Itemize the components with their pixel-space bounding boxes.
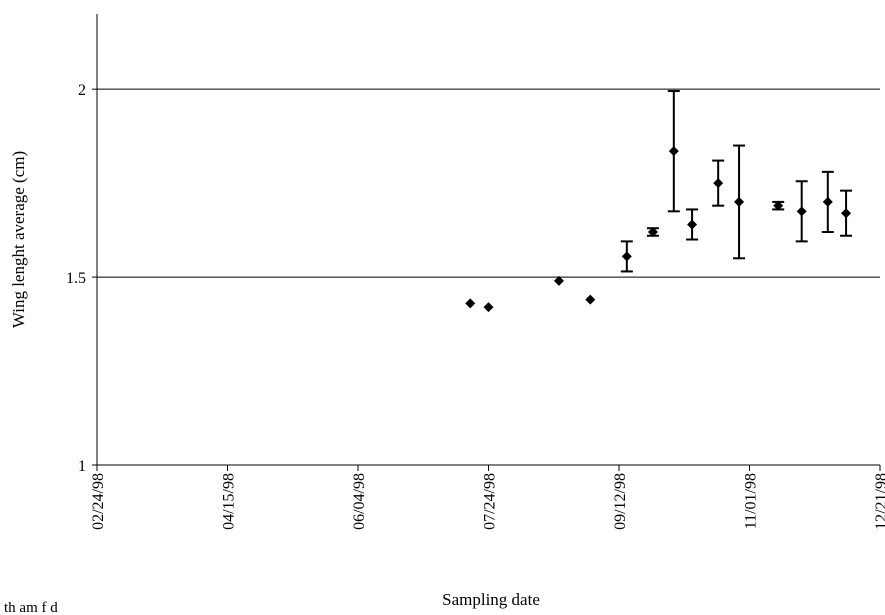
data-point	[465, 298, 476, 309]
data-point	[647, 226, 658, 237]
data-point	[822, 196, 833, 207]
y-axis-ticks: 11.52	[66, 82, 97, 475]
data-point	[553, 275, 564, 286]
data-point	[668, 146, 679, 157]
x-tick-label: 06/04/98	[351, 473, 368, 530]
footer-text-fragment: th am f d	[4, 600, 58, 615]
y-tick-label: 1.5	[66, 270, 86, 287]
y-axis-title: Wing lenght average (cm)	[9, 151, 28, 328]
data-point	[773, 200, 784, 211]
x-tick-label: 07/24/98	[482, 473, 499, 530]
y-tick-label: 1	[78, 458, 86, 475]
data-point	[585, 294, 596, 305]
data-point	[483, 302, 494, 313]
x-tick-label: 12/21/98	[873, 473, 885, 530]
data-points	[465, 146, 852, 313]
error-bars	[620, 90, 853, 273]
x-tick-label: 02/24/98	[90, 473, 107, 530]
data-point	[621, 251, 632, 262]
x-axis-ticks: 02/24/98 04/15/98 06/04/98 07/24/98 09/12/98…	[90, 465, 885, 530]
x-tick-label: 11/01/98	[743, 473, 760, 529]
x-axis-title: Sampling date	[442, 590, 540, 609]
data-point	[796, 206, 807, 217]
gridlines	[97, 88, 880, 278]
x-tick-label: 09/12/98	[612, 473, 629, 530]
y-tick-label: 2	[78, 82, 86, 99]
data-point	[734, 196, 745, 207]
data-point	[713, 178, 724, 189]
x-tick-label: 04/15/98	[221, 473, 238, 530]
data-point	[687, 219, 698, 230]
data-point	[841, 208, 852, 219]
